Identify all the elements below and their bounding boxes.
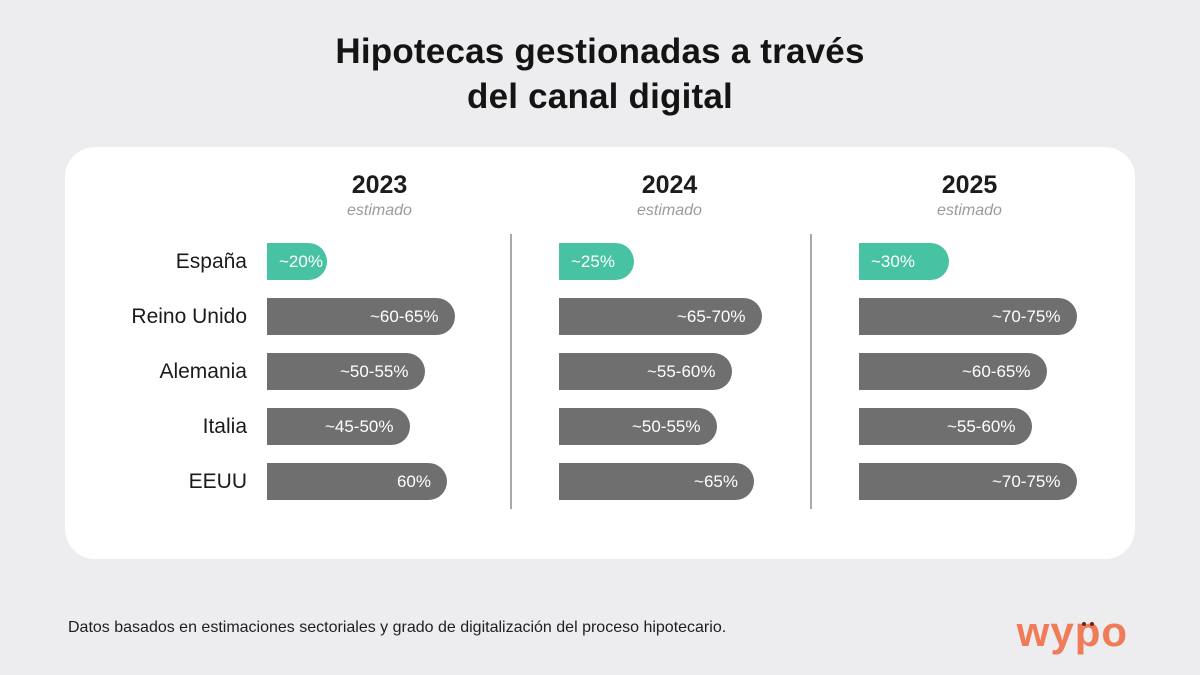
wypo-logo-p: p xyxy=(1074,608,1102,655)
chart-title: Hipotecas gestionadas a través del canal… xyxy=(0,0,1200,120)
bar-cell: ~50-55% xyxy=(267,344,510,399)
bar-cell: ~60-65% xyxy=(810,344,1135,399)
bar-value-label: ~55-60% xyxy=(646,361,716,381)
bar-cell: ~20% xyxy=(267,234,510,289)
estimado-label: estimado xyxy=(637,202,702,219)
bar-value-label: ~60-65% xyxy=(961,361,1031,381)
bar-track: ~25% xyxy=(559,243,784,280)
year-label: 2025 xyxy=(941,171,998,199)
bar-track: ~70-75% xyxy=(859,463,1084,500)
chart-row: Italia ~45-50% ~50-55% ~55-60% xyxy=(65,399,1135,454)
bar-cell: ~55-60% xyxy=(810,399,1135,454)
wypo-logo-wy: wy xyxy=(1016,608,1075,655)
bar-value-label: ~30% xyxy=(871,251,915,271)
bar-track: ~55-60% xyxy=(559,353,784,390)
bar-value-label: ~50-55% xyxy=(339,361,409,381)
country-label: Italia xyxy=(202,414,247,438)
year-label: 2023 xyxy=(351,171,408,199)
bar-value-label: ~65-70% xyxy=(676,306,746,326)
country-label: Reino Unido xyxy=(131,304,247,328)
chart-title-line2: del canal digital xyxy=(467,76,733,116)
bar-cell: ~30% xyxy=(810,234,1135,289)
bar-track: ~60-65% xyxy=(267,298,492,335)
chart-row: Reino Unido ~60-65% ~65-70% ~70-75% xyxy=(65,289,1135,344)
bar: ~55-60% xyxy=(859,408,1032,445)
year-column-2023: 2023 estimado xyxy=(267,171,510,220)
chart-row: Alemania ~50-55% ~55-60% ~60-65% xyxy=(65,344,1135,399)
bar: ~70-75% xyxy=(859,463,1077,500)
country-label: Alemania xyxy=(159,359,247,383)
year-label: 2024 xyxy=(641,171,698,199)
year-header-block: 2023 estimado xyxy=(267,171,492,220)
bar: ~65-70% xyxy=(559,298,762,335)
bar-track: ~50-55% xyxy=(559,408,784,445)
bar-track: ~30% xyxy=(859,243,1084,280)
bar-cell: ~50-55% xyxy=(510,399,810,454)
bar-track: ~50-55% xyxy=(267,353,492,390)
bar: ~25% xyxy=(559,243,634,280)
wypo-logo: wyp o xyxy=(1017,611,1128,653)
bar: 60% xyxy=(267,463,447,500)
bar-value-label: ~55-60% xyxy=(946,416,1016,436)
estimado-label: estimado xyxy=(937,202,1002,219)
bar: ~45-50% xyxy=(267,408,410,445)
bar: ~60-65% xyxy=(859,353,1047,390)
bar-track: ~65-70% xyxy=(559,298,784,335)
bar-cell: ~55-60% xyxy=(510,344,810,399)
bar-track: ~20% xyxy=(267,243,492,280)
bar: ~55-60% xyxy=(559,353,732,390)
bar-track: ~70-75% xyxy=(859,298,1084,335)
logo-eye-left-icon xyxy=(1081,622,1086,626)
bar-track: ~55-60% xyxy=(859,408,1084,445)
bar-value-label: ~60-65% xyxy=(369,306,439,326)
chart-row: EEUU 60% ~65% ~70-75% xyxy=(65,454,1135,509)
country-label: España xyxy=(175,249,247,273)
chart-row: España ~20% ~25% ~30% xyxy=(65,234,1135,289)
footer-note: Datos basados en estimaciones sectoriale… xyxy=(68,619,727,636)
wypo-logo-o: o xyxy=(1101,608,1128,655)
bar-cell: ~70-75% xyxy=(810,289,1135,344)
bar-track: ~60-65% xyxy=(859,353,1084,390)
bar-track: ~65% xyxy=(559,463,784,500)
bar: ~20% xyxy=(267,243,327,280)
bar-value-label: 60% xyxy=(396,471,431,491)
bar-track: ~45-50% xyxy=(267,408,492,445)
year-header-block: 2024 estimado xyxy=(557,171,782,220)
bar-cell: ~65% xyxy=(510,454,810,509)
bar: ~50-55% xyxy=(267,353,425,390)
bar: ~60-65% xyxy=(267,298,455,335)
estimado-label: estimado xyxy=(347,202,412,219)
label-spacer xyxy=(65,171,267,220)
year-header-row: 2023 estimado 2024 estimado 2025 estimado xyxy=(65,171,1135,220)
bar: ~65% xyxy=(559,463,754,500)
chart-card: 2023 estimado 2024 estimado 2025 estimado Esp… xyxy=(65,147,1135,559)
chart-title-line1: Hipotecas gestionadas a través xyxy=(335,32,865,71)
bar-cell: 60% xyxy=(267,454,510,509)
bar-cell: ~45-50% xyxy=(267,399,510,454)
bar-cell: ~60-65% xyxy=(267,289,510,344)
chart-rows: España ~20% ~25% ~30% Reino Unido ~60-65% ~65-… xyxy=(65,234,1135,509)
bar: ~30% xyxy=(859,243,949,280)
bar-value-label: ~25% xyxy=(571,251,615,271)
bar-cell: ~65-70% xyxy=(510,289,810,344)
bar: ~70-75% xyxy=(859,298,1077,335)
bar-value-label: ~45-50% xyxy=(324,416,394,436)
bar-cell: ~25% xyxy=(510,234,810,289)
bar: ~50-55% xyxy=(559,408,717,445)
bar-track: 60% xyxy=(267,463,492,500)
bar-cell: ~70-75% xyxy=(810,454,1135,509)
logo-eye-right-icon xyxy=(1089,622,1094,626)
year-column-2025: 2025 estimado xyxy=(810,171,1135,220)
year-column-2024: 2024 estimado xyxy=(510,171,810,220)
bar-value-label: ~50-55% xyxy=(631,416,701,436)
bar-value-label: ~20% xyxy=(279,251,323,271)
bar-value-label: ~70-75% xyxy=(991,306,1061,326)
country-label: EEUU xyxy=(188,469,247,493)
year-header-block: 2025 estimado xyxy=(857,171,1082,220)
bar-value-label: ~65% xyxy=(694,471,738,491)
bar-value-label: ~70-75% xyxy=(991,471,1061,491)
